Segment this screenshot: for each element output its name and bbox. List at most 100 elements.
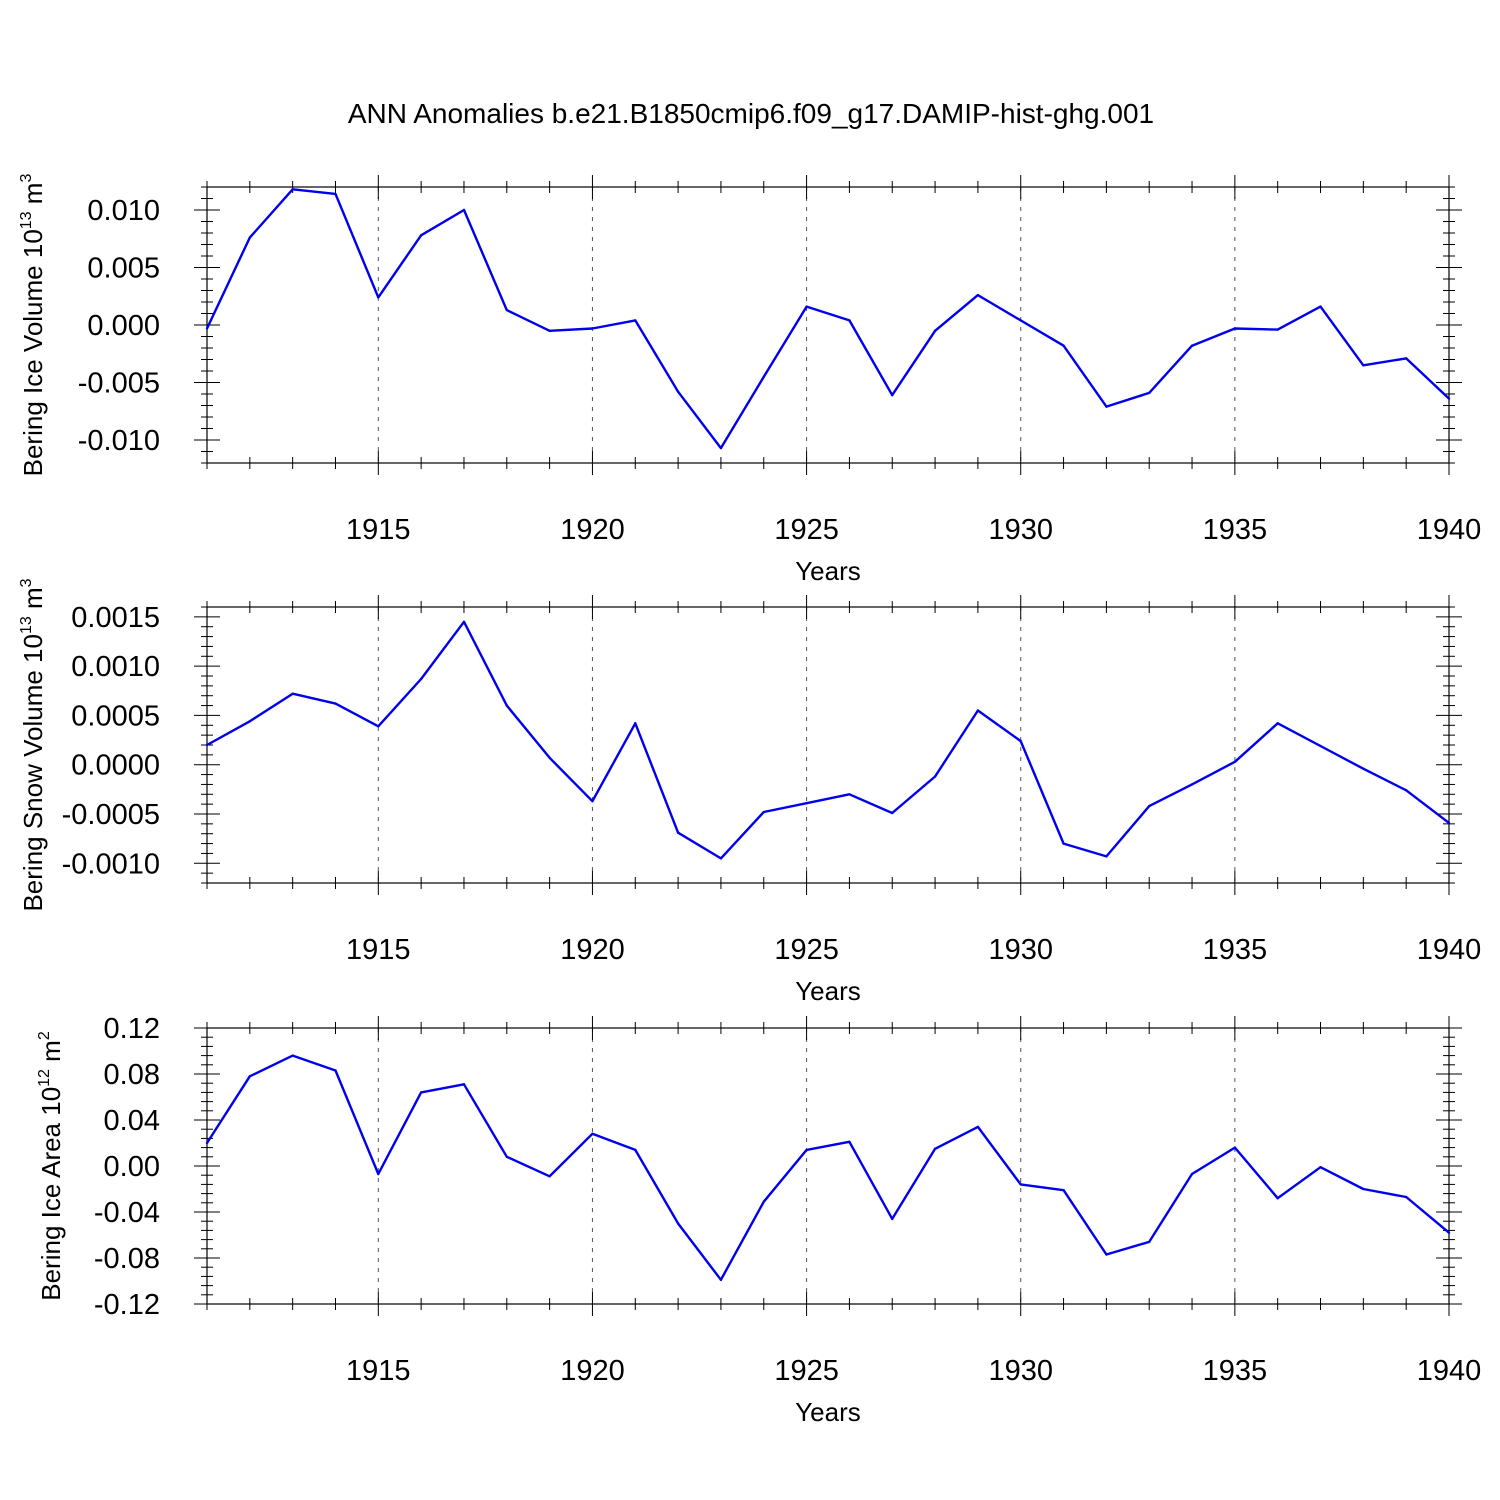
y-tick-label: 0.010 [87, 195, 160, 227]
data-point [248, 236, 252, 239]
data-point [591, 799, 594, 803]
data-point [462, 620, 466, 623]
y-tick-label: 0.0000 [71, 750, 160, 782]
data-point [1319, 744, 1322, 748]
data-point [1447, 1231, 1451, 1234]
data-point [762, 1200, 765, 1203]
data-point [848, 319, 851, 322]
data-point [1233, 1146, 1237, 1149]
data-point [548, 1175, 551, 1178]
data-point [762, 810, 765, 814]
data-point [205, 1141, 209, 1145]
data-point [548, 756, 551, 760]
data-point [676, 831, 680, 834]
data-point [1019, 1183, 1022, 1186]
panel-2: -0.0010 -0.0005 0.0000 0.0005 0.0010 0.0015 19… [18, 578, 1481, 1006]
data-point [591, 1132, 594, 1136]
y-axis-label-part: m [36, 1040, 66, 1069]
data-point [591, 327, 594, 330]
y-tick-label: -0.04 [94, 1197, 160, 1229]
data-point [462, 1083, 466, 1086]
data-point [634, 319, 637, 322]
y-axis-label-superscript: 13 [18, 616, 35, 634]
plot-frame [206, 1027, 1450, 1305]
data-point [1276, 722, 1279, 725]
x-tick-label: 1930 [988, 514, 1053, 546]
x-tick-label: 1925 [774, 1355, 839, 1387]
data-point [976, 1125, 980, 1129]
data-point [933, 1147, 937, 1150]
data-point [676, 1222, 680, 1225]
panel-3: -0.12 -0.08 -0.04 0.00 0.04 0.08 0.12 1915 1920 1… [36, 1013, 1481, 1427]
data-point [291, 1054, 294, 1057]
data-point [719, 857, 723, 860]
data-point [291, 692, 294, 695]
data-point [1148, 804, 1151, 808]
x-tick-label: 1920 [560, 934, 625, 966]
plot-frame [206, 186, 1450, 464]
data-point [719, 1278, 723, 1282]
chart-title: ANN Anomalies b.e21.B1850cmip6.f09_g17.D… [348, 98, 1154, 129]
y-tick-label: 0.0005 [71, 700, 160, 732]
data-point [505, 1155, 508, 1159]
y-tick-label: 0.04 [104, 1105, 160, 1137]
data-point [377, 1172, 380, 1176]
data-point [805, 305, 808, 308]
x-tick-label: 1940 [1417, 934, 1482, 966]
data-point [1404, 357, 1408, 360]
y-tick-label: -0.08 [94, 1243, 160, 1275]
data-point [1404, 789, 1408, 792]
data-point [1447, 821, 1451, 825]
x-tick-label: 1925 [774, 514, 839, 546]
data-point [377, 725, 380, 728]
y-axis-label-part: m [18, 183, 48, 212]
data-point [719, 446, 723, 450]
data-point [1362, 767, 1365, 770]
x-tick-label: 1925 [774, 934, 839, 966]
x-tick-label: 1930 [988, 1355, 1053, 1387]
y-axis-label-part: Bering Snow Volume 10 [18, 634, 48, 912]
data-point [1019, 319, 1022, 322]
x-axis-label: Years [795, 1397, 861, 1427]
y-tick-label: 0.0015 [71, 602, 160, 634]
data-point [1276, 1197, 1279, 1200]
data-point [976, 293, 980, 297]
y-tick-label: -0.010 [78, 425, 160, 457]
data-point [1062, 1188, 1065, 1192]
data-point [248, 720, 252, 723]
data-point [1233, 327, 1237, 330]
data-point [676, 390, 680, 393]
x-tick-label: 1915 [346, 934, 411, 966]
y-axis-label-superscript: 2 [36, 1031, 53, 1040]
x-tick-label: 1935 [1203, 514, 1268, 546]
data-point [1148, 1240, 1151, 1244]
data-point [634, 722, 637, 725]
data-point [334, 1069, 337, 1072]
data-point [1190, 783, 1194, 786]
data-point [762, 375, 765, 378]
data-point [1319, 1165, 1322, 1169]
data-point [891, 393, 894, 397]
y-axis-label-part: Bering Ice Volume 10 [18, 229, 48, 476]
panels: -0.010 -0.005 0.000 0.005 0.010 1915 1920 1925 1… [18, 174, 1481, 1427]
data-point [462, 208, 466, 212]
data-point [548, 329, 551, 332]
data-point [805, 1148, 808, 1152]
data-point [976, 709, 980, 712]
x-tick-label: 1930 [988, 934, 1053, 966]
data-point [1276, 328, 1279, 331]
data-point [1105, 855, 1108, 858]
data-point [334, 192, 337, 196]
x-tick-label: 1915 [346, 514, 411, 546]
x-axis-label: Years [795, 556, 861, 586]
data-point [891, 1217, 894, 1221]
data-point [291, 188, 294, 191]
data-point [248, 1075, 252, 1078]
data-point [419, 1091, 423, 1094]
y-axis-label: Bering Ice Volume 1013 m3 [18, 174, 48, 477]
series-line [205, 1054, 1450, 1282]
series-line [205, 188, 1450, 450]
data-point [805, 801, 808, 805]
data-point [1404, 1195, 1408, 1199]
